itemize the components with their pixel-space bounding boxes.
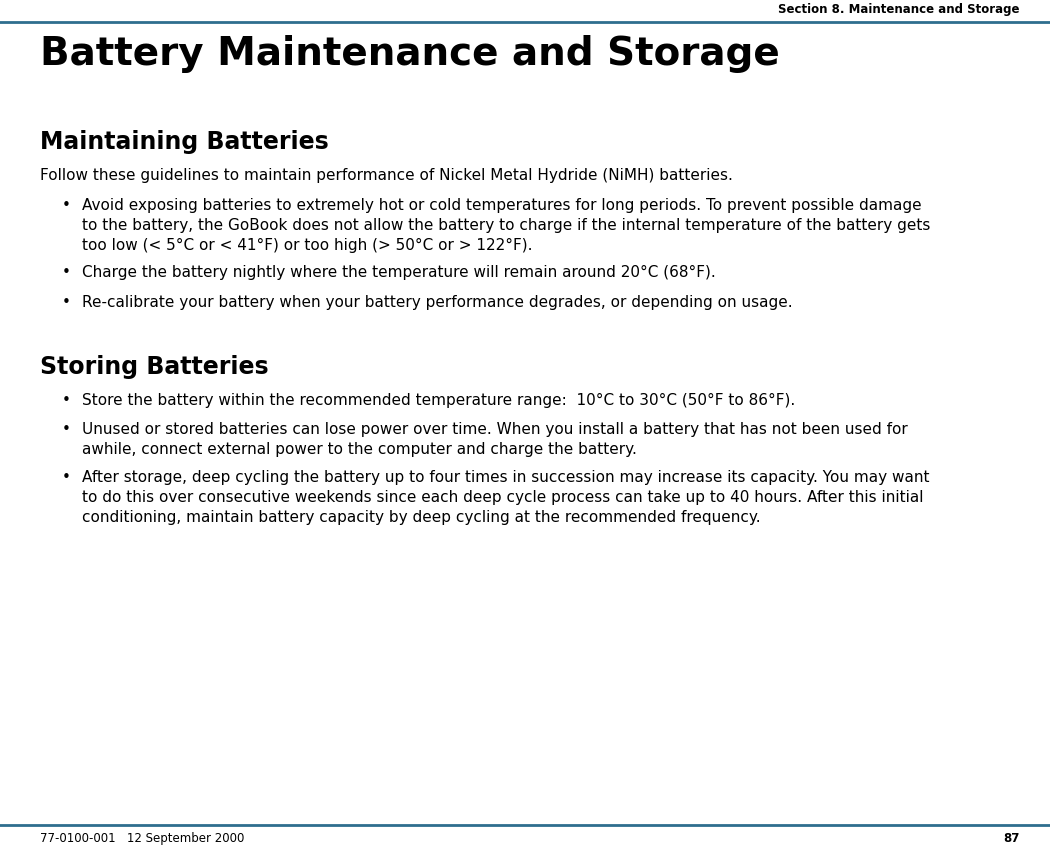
- Text: Charge the battery nightly where the temperature will remain around 20°C (68°F).: Charge the battery nightly where the tem…: [82, 265, 716, 280]
- Text: •: •: [62, 470, 71, 485]
- Text: •: •: [62, 393, 71, 408]
- Text: Section 8. Maintenance and Storage: Section 8. Maintenance and Storage: [778, 3, 1020, 16]
- Text: 77-0100-001   12 September 2000: 77-0100-001 12 September 2000: [40, 832, 245, 845]
- Text: •: •: [62, 198, 71, 213]
- Text: Storing Batteries: Storing Batteries: [40, 355, 269, 379]
- Text: Maintaining Batteries: Maintaining Batteries: [40, 130, 329, 154]
- Text: Follow these guidelines to maintain performance of Nickel Metal Hydride (NiMH) b: Follow these guidelines to maintain perf…: [40, 168, 733, 183]
- Text: Store the battery within the recommended temperature range:  10°C to 30°C (50°F : Store the battery within the recommended…: [82, 393, 795, 408]
- Text: •: •: [62, 265, 71, 280]
- Text: Avoid exposing batteries to extremely hot or cold temperatures for long periods.: Avoid exposing batteries to extremely ho…: [82, 198, 930, 252]
- Text: •: •: [62, 295, 71, 310]
- Text: 87: 87: [1004, 832, 1020, 845]
- Text: Unused or stored batteries can lose power over time. When you install a battery : Unused or stored batteries can lose powe…: [82, 422, 908, 457]
- Text: Re-calibrate your battery when your battery performance degrades, or depending o: Re-calibrate your battery when your batt…: [82, 295, 793, 310]
- Text: Battery Maintenance and Storage: Battery Maintenance and Storage: [40, 35, 780, 73]
- Text: •: •: [62, 422, 71, 437]
- Text: After storage, deep cycling the battery up to four times in succession may incre: After storage, deep cycling the battery …: [82, 470, 929, 525]
